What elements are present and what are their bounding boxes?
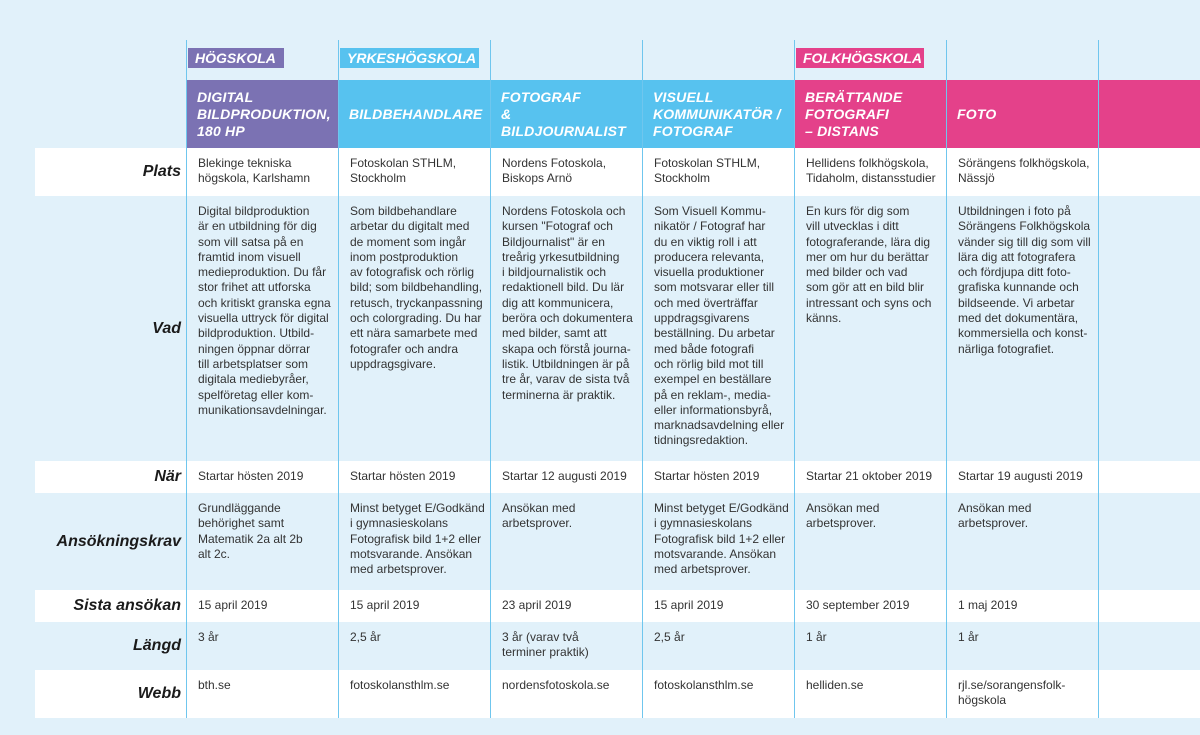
cell-ansokningskrav: Grundläggande behörighet samt Matematik 2a… <box>198 501 303 561</box>
program-title: FOTO <box>957 105 997 122</box>
cell-langd: 1 år <box>806 630 827 644</box>
cell-sista-ansokan: 15 april 2019 <box>350 598 420 612</box>
column-divider <box>794 40 795 718</box>
row-label-webb: Webb <box>137 685 181 702</box>
header-band-folkhogskola <box>795 80 1200 148</box>
header-band-yrkeshogskola <box>339 80 795 148</box>
header-band-hogskola <box>187 80 338 148</box>
cell-nar: Startar hösten 2019 <box>198 469 304 483</box>
category-tag-yrkeshogskola: YRKESHÖGSKOLA <box>340 48 479 68</box>
column-divider <box>186 40 187 718</box>
program-title: BILDBEHANDLARE <box>349 105 483 122</box>
cell-webb: rjl.se/sorangensfolk-högskola <box>958 678 1066 708</box>
cell-ansokningskrav: Minst betyget E/Godkänd i gymnasieskolans… <box>654 501 789 577</box>
row-nar-bg <box>35 461 1200 493</box>
cell-nar: Startar hösten 2019 <box>654 469 760 483</box>
cell-langd: 2,5 år <box>350 630 381 644</box>
program-title: DIGITAL BILDPRODUKTION, 180 HP <box>197 88 331 139</box>
row-label-plats: Plats <box>142 163 181 180</box>
row-sista-bg <box>35 590 1200 622</box>
cell-webb: bth.se <box>198 678 231 692</box>
cell-vad: Som bildbehandlare arbetar du digitalt me… <box>350 204 483 371</box>
cell-sista-ansokan: 1 maj 2019 <box>958 598 1018 612</box>
cell-vad: Digital bildproduktion är en utbildning f… <box>198 204 331 417</box>
cell-ansokningskrav: Ansökan med arbetsprover. <box>958 501 1032 531</box>
column-divider <box>1098 40 1099 718</box>
column-divider <box>490 40 491 718</box>
cell-langd: 2,5 år <box>654 630 685 644</box>
cell-plats: Nordens Fotoskola, Biskops Arnö <box>502 156 607 186</box>
cell-nar: Startar 12 augusti 2019 <box>502 469 627 483</box>
row-label-sista-ansokan: Sista ansökan <box>73 597 181 614</box>
program-title: BERÄTTANDE FOTOGRAFI – DISTANS <box>805 88 903 139</box>
row-webb-bg <box>35 670 1200 718</box>
cell-langd: 3 år (varav två terminer praktik) <box>502 630 589 660</box>
column-divider <box>642 40 643 718</box>
cell-sista-ansokan: 15 april 2019 <box>198 598 268 612</box>
cell-nar: Startar 19 augusti 2019 <box>958 469 1083 483</box>
category-tag-folkhogskola: FOLKHÖGSKOLA <box>796 48 924 68</box>
cell-webb: nordensfotoskola.se <box>502 678 610 692</box>
program-title: VISUELL KOMMUNIKATÖR / FOTOGRAF <box>653 88 781 139</box>
cell-plats: Fotoskolan STHLM, Stockholm <box>654 156 761 186</box>
cell-vad: Som Visuell Kommu-nikatör / Fotograf har… <box>654 204 785 448</box>
cell-vad: Utbildningen i foto på Sörängens Folkhögs… <box>958 204 1091 356</box>
cell-langd: 3 år <box>198 630 219 644</box>
cell-sista-ansokan: 23 april 2019 <box>502 598 572 612</box>
row-plats-bg <box>35 148 1200 196</box>
cell-sista-ansokan: 30 september 2019 <box>806 598 910 612</box>
cell-ansokningskrav: Ansökan med arbetsprover. <box>806 501 880 531</box>
cell-plats: Hellidens folkhögskola, Tidaholm, distans… <box>806 156 936 186</box>
cell-nar: Startar hösten 2019 <box>350 469 456 483</box>
cell-ansokningskrav: Ansökan med arbetsprover. <box>502 501 576 531</box>
column-divider <box>946 40 947 718</box>
column-divider <box>338 40 339 718</box>
cell-webb: fotoskolansthlm.se <box>654 678 754 692</box>
cell-langd: 1 år <box>958 630 979 644</box>
program-title: FOTOGRAF & BILDJOURNALIST <box>501 88 626 139</box>
cell-sista-ansokan: 15 april 2019 <box>654 598 724 612</box>
row-label-ansokningskrav: Ansökningskrav <box>56 532 181 550</box>
cell-plats: Blekinge tekniska högskola, Karlshamn <box>198 156 311 186</box>
cell-plats: Sörängens folkhögskola, Nässjö <box>958 156 1090 186</box>
cell-nar: Startar 21 oktober 2019 <box>806 469 933 483</box>
cell-vad: Nordens Fotoskola och kursen "Fotograf oc… <box>502 204 633 402</box>
cell-vad: En kurs för dig som vill utvecklas i ditt… <box>806 204 932 326</box>
cell-ansokningskrav: Minst betyget E/Godkänd i gymnasieskolans… <box>350 501 485 577</box>
row-label-nar: När <box>154 468 181 485</box>
row-label-vad: Vad <box>152 319 181 337</box>
row-label-langd: Längd <box>133 637 181 654</box>
cell-webb: helliden.se <box>806 678 864 692</box>
cell-plats: Fotoskolan STHLM, Stockholm <box>350 156 457 186</box>
category-tag-hogskola: HÖGSKOLA <box>188 48 284 68</box>
cell-webb: fotoskolansthlm.se <box>350 678 450 692</box>
